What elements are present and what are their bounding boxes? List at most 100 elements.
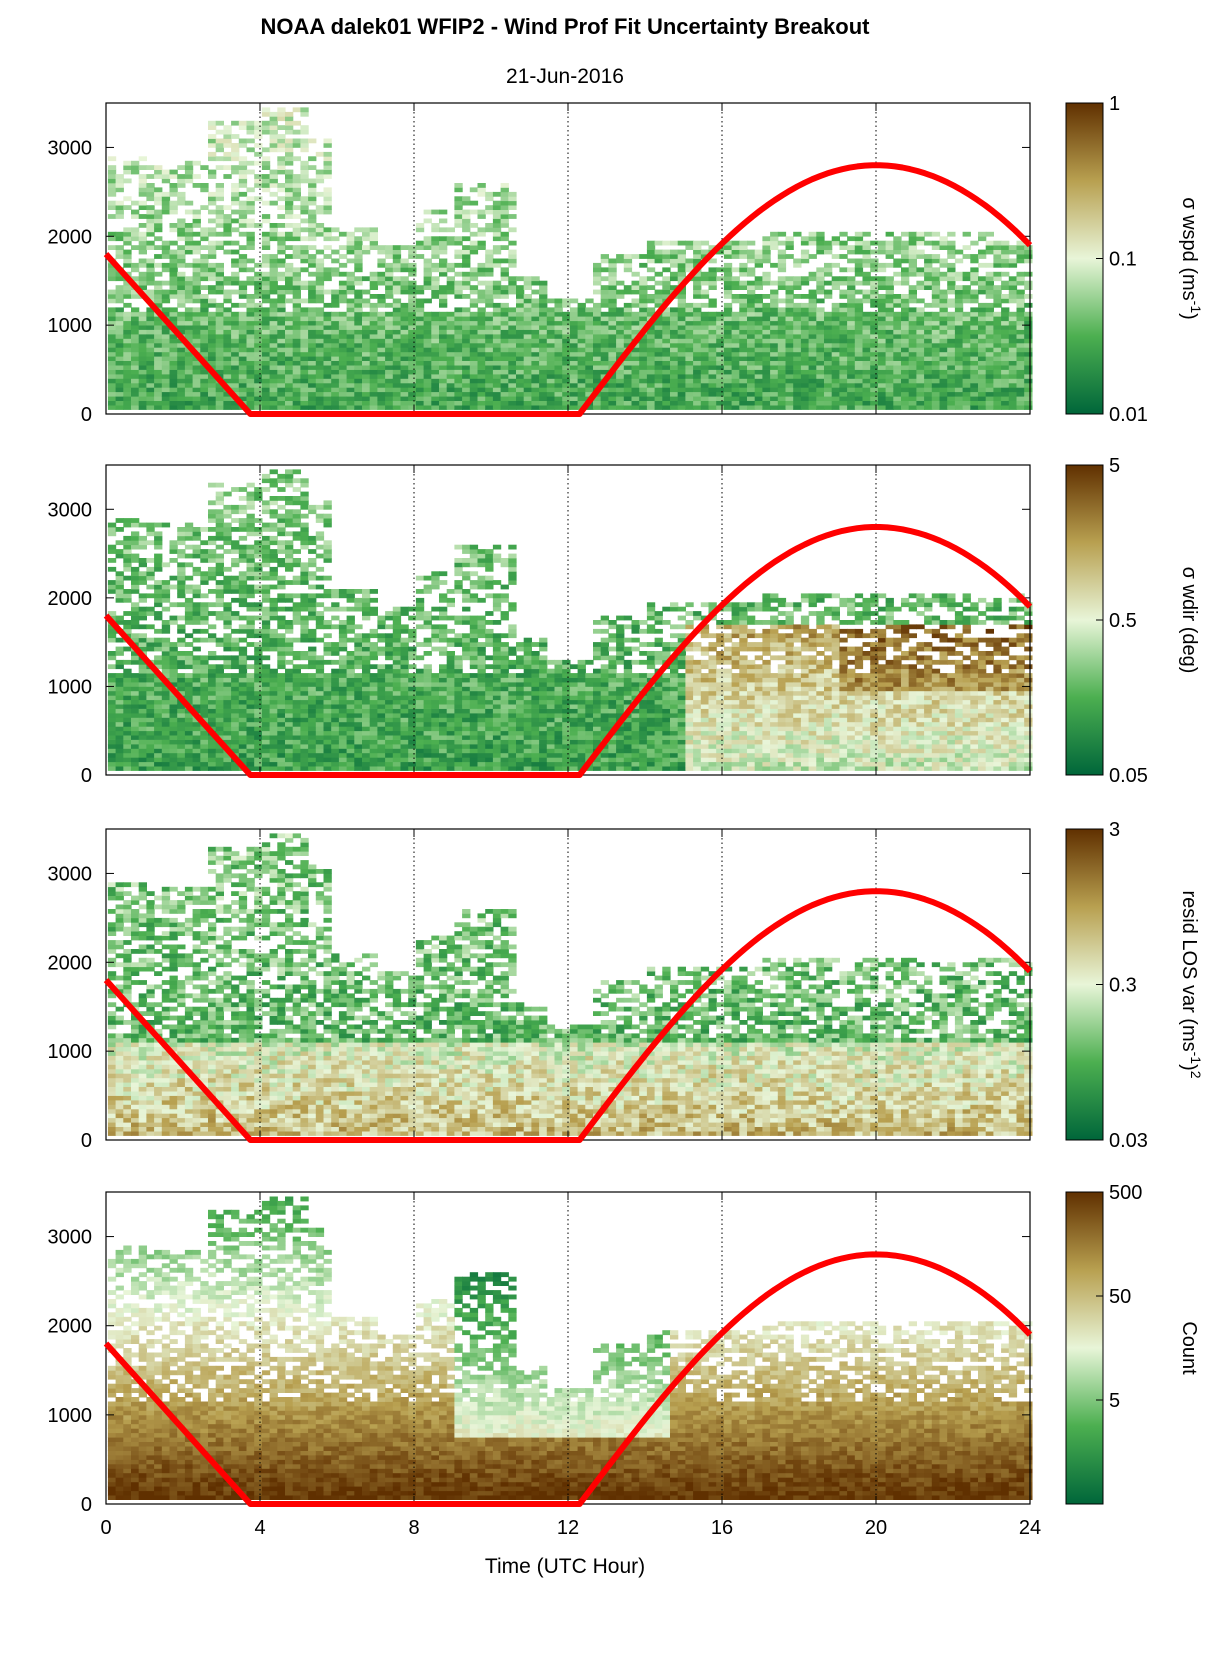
heatmap-cell: [777, 249, 787, 255]
heatmap-cell: [816, 240, 825, 246]
heatmap-cell: [107, 522, 117, 528]
heatmap-cell: [423, 391, 432, 397]
heatmap-cell: [154, 169, 163, 175]
heatmap-cell: [931, 258, 941, 264]
heatmap-cell: [677, 240, 686, 246]
heatmap-cell: [623, 334, 633, 339]
heatmap-cell: [285, 120, 294, 126]
heatmap-cell: [131, 726, 140, 732]
heatmap-cell: [115, 178, 124, 184]
heatmap-cell: [500, 378, 509, 384]
heatmap-cell: [292, 129, 301, 135]
heatmap-cell: [138, 752, 147, 758]
heatmap-cell: [423, 209, 432, 215]
heatmap-cell: [169, 360, 178, 366]
heatmap-cell: [200, 231, 209, 237]
heatmap-cell: [285, 191, 294, 197]
heatmap-cell: [877, 351, 887, 357]
heatmap-cell: [331, 320, 340, 326]
heatmap-cell: [215, 320, 224, 326]
heatmap-cell: [831, 307, 840, 313]
heatmap-cell: [831, 276, 840, 282]
heatmap-cell: [716, 338, 725, 344]
heatmap-cell: [439, 338, 448, 344]
heatmap-cell: [115, 757, 124, 763]
heatmap-cell: [115, 695, 124, 701]
heatmap-cell: [169, 713, 178, 718]
heatmap-cell: [208, 151, 217, 157]
heatmap-cell: [546, 347, 556, 353]
heatmap-cell: [1016, 334, 1025, 339]
heatmap-cell: [177, 382, 186, 388]
heatmap-cell: [931, 302, 941, 308]
heatmap-cell: [146, 196, 155, 202]
heatmap-cell: [700, 280, 710, 286]
heatmap-cell: [392, 325, 402, 330]
heatmap-cell: [285, 116, 294, 122]
heatmap-cell: [877, 325, 887, 330]
heatmap-cell: [870, 240, 879, 246]
heatmap-cell: [385, 329, 394, 335]
heatmap-cell: [154, 378, 163, 384]
heatmap-cell: [154, 387, 163, 393]
heatmap-cell: [362, 276, 371, 282]
heatmap-cell: [123, 374, 132, 379]
heatmap-cell: [277, 378, 286, 384]
heatmap-cell: [516, 276, 525, 282]
heatmap-cell: [154, 589, 163, 594]
heatmap-cell: [177, 628, 186, 634]
heatmap-cell: [231, 196, 240, 202]
heatmap-cell: [269, 378, 278, 384]
heatmap-cell: [770, 342, 779, 348]
heatmap-cell: [184, 360, 194, 366]
heatmap-cell: [431, 289, 440, 295]
heatmap-cell: [423, 285, 432, 290]
heatmap-cell: [107, 271, 117, 277]
heatmap-cell: [754, 351, 763, 357]
heatmap-cell: [577, 311, 586, 317]
heatmap-cell: [192, 400, 201, 406]
heatmap-cell: [200, 659, 209, 665]
heatmap-cell: [308, 156, 317, 162]
heatmap-cell: [300, 378, 309, 384]
heatmap-cell: [677, 276, 686, 282]
heatmap-cell: [308, 200, 317, 206]
heatmap-cell: [893, 382, 902, 388]
heatmap-cell: [523, 276, 532, 282]
heatmap-cell: [500, 302, 509, 308]
heatmap-cell: [500, 320, 509, 326]
heatmap-cell: [623, 338, 633, 344]
heatmap-cell: [115, 271, 124, 277]
heatmap-cell: [500, 196, 509, 202]
heatmap-cell: [931, 396, 941, 401]
heatmap-cell: [131, 730, 140, 736]
heatmap-cell: [970, 280, 979, 286]
heatmap-cell: [285, 169, 294, 175]
heatmap-cell: [785, 396, 794, 401]
heatmap-cell: [777, 298, 787, 304]
heatmap-cell: [200, 637, 209, 643]
heatmap-cell: [269, 258, 278, 264]
heatmap-cell: [462, 382, 471, 388]
heatmap-cell: [485, 262, 494, 268]
heatmap-cell: [300, 236, 309, 242]
heatmap-cell: [123, 704, 132, 709]
heatmap-cell: [169, 391, 178, 397]
heatmap-cell: [107, 704, 117, 709]
heatmap-cell: [277, 236, 286, 242]
heatmap-cell: [300, 400, 309, 406]
heatmap-cell: [308, 400, 317, 406]
heatmap-cell: [300, 365, 309, 370]
heatmap-cell: [184, 677, 194, 683]
heatmap-cell: [131, 396, 140, 401]
heatmap-cell: [523, 285, 532, 290]
heatmap-cell: [277, 187, 286, 193]
heatmap-cell: [462, 262, 471, 268]
heatmap-cell: [708, 285, 717, 290]
heatmap-cell: [585, 405, 594, 410]
heatmap-cell: [593, 280, 602, 286]
heatmap-cell: [762, 396, 771, 401]
heatmap-cell: [723, 311, 733, 317]
heatmap-cell: [131, 748, 140, 754]
heatmap-cell: [508, 258, 517, 264]
